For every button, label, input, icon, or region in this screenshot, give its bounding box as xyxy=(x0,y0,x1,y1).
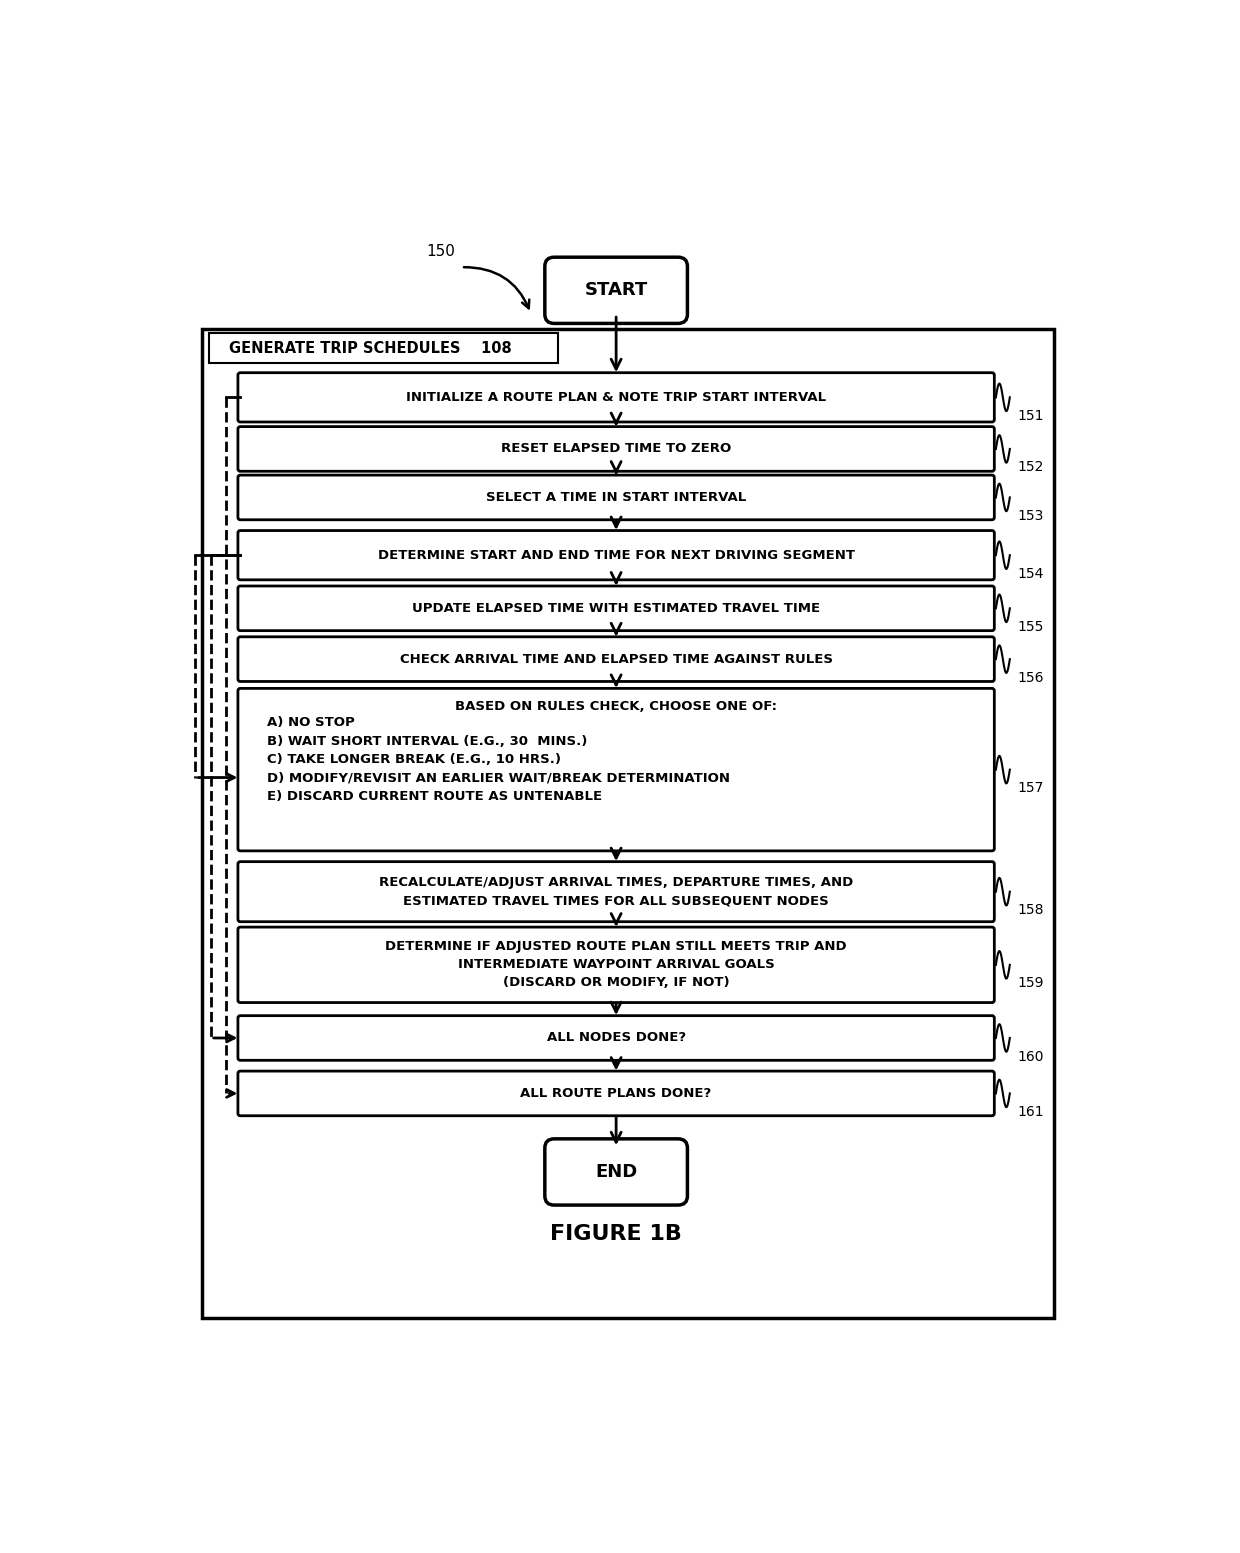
Text: BASED ON RULES CHECK, CHOOSE ONE OF:: BASED ON RULES CHECK, CHOOSE ONE OF: xyxy=(455,700,777,713)
Bar xyxy=(201,329,1054,1318)
FancyBboxPatch shape xyxy=(238,927,994,1003)
FancyBboxPatch shape xyxy=(544,258,687,323)
Text: 153: 153 xyxy=(1018,509,1044,523)
FancyBboxPatch shape xyxy=(238,862,994,922)
Text: CHECK ARRIVAL TIME AND ELAPSED TIME AGAINST RULES: CHECK ARRIVAL TIME AND ELAPSED TIME AGAI… xyxy=(399,652,832,666)
Text: FIGURE 1B: FIGURE 1B xyxy=(551,1224,682,1244)
FancyBboxPatch shape xyxy=(238,688,994,851)
FancyBboxPatch shape xyxy=(238,1072,994,1115)
Text: RECALCULATE/ADJUST ARRIVAL TIMES, DEPARTURE TIMES, AND
ESTIMATED TRAVEL TIMES FO: RECALCULATE/ADJUST ARRIVAL TIMES, DEPART… xyxy=(379,876,853,907)
Text: 156: 156 xyxy=(1018,671,1044,685)
FancyBboxPatch shape xyxy=(238,373,994,422)
Text: INITIALIZE A ROUTE PLAN & NOTE TRIP START INTERVAL: INITIALIZE A ROUTE PLAN & NOTE TRIP STAR… xyxy=(405,391,826,404)
FancyBboxPatch shape xyxy=(238,531,994,579)
Text: 158: 158 xyxy=(1018,904,1044,918)
Text: A) NO STOP
B) WAIT SHORT INTERVAL (E.G., 30  MINS.)
C) TAKE LONGER BREAK (E.G., : A) NO STOP B) WAIT SHORT INTERVAL (E.G.,… xyxy=(268,697,730,803)
Text: 151: 151 xyxy=(1018,408,1044,422)
Text: SELECT A TIME IN START INTERVAL: SELECT A TIME IN START INTERVAL xyxy=(486,491,746,503)
Text: ALL ROUTE PLANS DONE?: ALL ROUTE PLANS DONE? xyxy=(521,1087,712,1100)
Text: END: END xyxy=(595,1163,637,1180)
Text: DETERMINE IF ADJUSTED ROUTE PLAN STILL MEETS TRIP AND
INTERMEDIATE WAYPOINT ARRI: DETERMINE IF ADJUSTED ROUTE PLAN STILL M… xyxy=(386,940,847,989)
Text: UPDATE ELAPSED TIME WITH ESTIMATED TRAVEL TIME: UPDATE ELAPSED TIME WITH ESTIMATED TRAVE… xyxy=(412,603,820,615)
FancyBboxPatch shape xyxy=(238,475,994,520)
Text: 159: 159 xyxy=(1018,977,1044,991)
FancyBboxPatch shape xyxy=(238,585,994,631)
Text: 160: 160 xyxy=(1018,1050,1044,1064)
FancyBboxPatch shape xyxy=(238,1016,994,1061)
FancyBboxPatch shape xyxy=(544,1138,687,1205)
Text: 154: 154 xyxy=(1018,567,1044,581)
Text: 161: 161 xyxy=(1018,1106,1044,1120)
Text: 152: 152 xyxy=(1018,461,1044,475)
Text: GENERATE TRIP SCHEDULES    108: GENERATE TRIP SCHEDULES 108 xyxy=(228,340,511,356)
FancyBboxPatch shape xyxy=(238,427,994,471)
Text: START: START xyxy=(584,281,647,300)
Text: 155: 155 xyxy=(1018,620,1044,634)
Text: ALL NODES DONE?: ALL NODES DONE? xyxy=(547,1031,686,1045)
FancyBboxPatch shape xyxy=(238,637,994,682)
Text: 150: 150 xyxy=(427,244,455,259)
Bar xyxy=(210,332,558,363)
Text: 157: 157 xyxy=(1018,781,1044,795)
Text: DETERMINE START AND END TIME FOR NEXT DRIVING SEGMENT: DETERMINE START AND END TIME FOR NEXT DR… xyxy=(378,548,854,562)
FancyArrowPatch shape xyxy=(464,267,529,307)
Text: RESET ELAPSED TIME TO ZERO: RESET ELAPSED TIME TO ZERO xyxy=(501,443,732,455)
